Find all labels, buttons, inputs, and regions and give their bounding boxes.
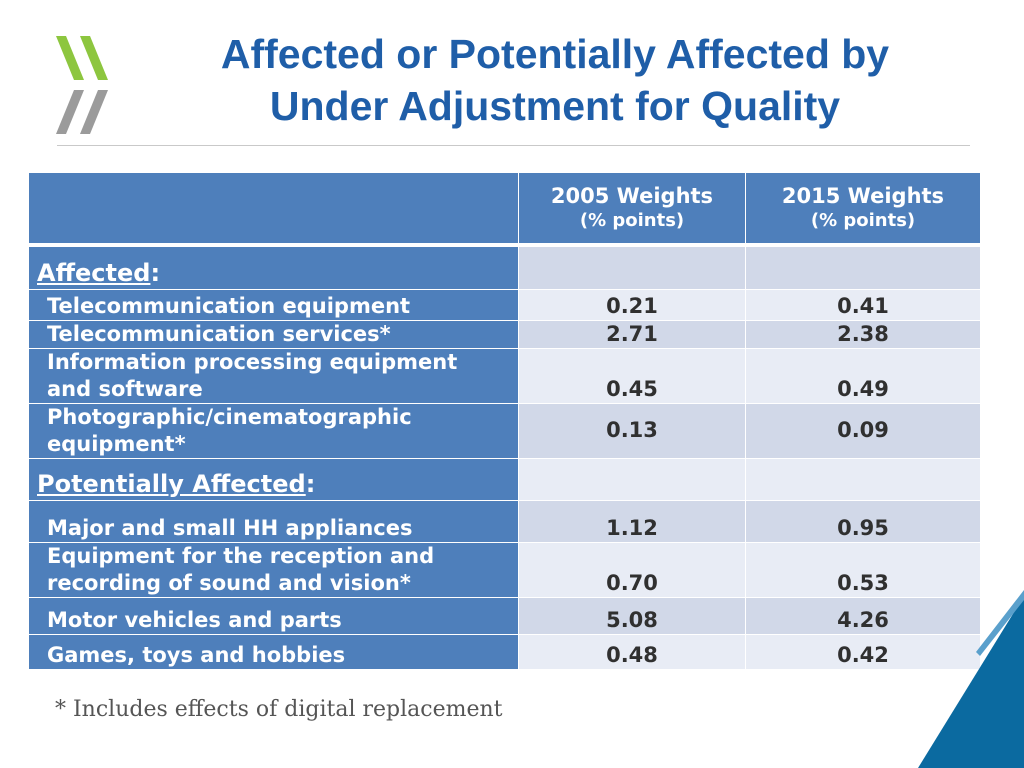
empty-cell: [518, 244, 746, 290]
row-label: Telecommunication equipment: [28, 288, 519, 321]
row-label-line-2: and software: [47, 376, 203, 401]
row-label-line-1: Information processing equipment: [47, 349, 458, 374]
value-2005: 2.71: [518, 319, 746, 349]
weights-table: 2005 Weights (% points) 2015 Weights (% …: [28, 172, 981, 670]
row-label-line-2: equipment*: [47, 431, 186, 456]
row-label: Motor vehicles and parts: [28, 596, 519, 635]
header-2015-label: 2015 Weights: [781, 184, 945, 208]
table-row: Telecommunication services* 2.71 2.38: [28, 319, 981, 349]
logo-gray-chevron: [56, 90, 84, 134]
section-colon: :: [305, 469, 316, 498]
row-label: Photographic/cinematographic equipment*: [28, 402, 519, 459]
table-row: Photographic/cinematographic equipment* …: [28, 402, 981, 459]
value-2005: 0.21: [518, 288, 746, 321]
value-2015: 0.49: [745, 347, 981, 404]
logo-green-chevron-2: [80, 36, 108, 80]
row-label: Telecommunication services*: [28, 319, 519, 349]
empty-cell: [745, 457, 981, 501]
section-colon: :: [150, 258, 161, 287]
table-row: Games, toys and hobbies 0.48 0.42: [28, 633, 981, 670]
row-label-line-2: recording of sound and vision*: [47, 570, 411, 595]
value-2005: 5.08: [518, 596, 746, 635]
title-line-1: Affected or Potentially Affected by: [220, 31, 890, 77]
title-divider: [57, 145, 970, 146]
table-row: Major and small HH appliances 1.12 0.95: [28, 499, 981, 543]
section-row-potentially-affected: Potentially Affected:: [28, 457, 981, 501]
row-label-line-1: Photographic/cinematographic: [47, 404, 412, 429]
table-row: Equipment for the reception and recordin…: [28, 541, 981, 598]
empty-cell: [745, 244, 981, 290]
row-label-line-1: Equipment for the reception and: [47, 543, 435, 568]
header-2005: 2005 Weights (% points): [518, 172, 746, 247]
header-2005-unit: (% points): [579, 210, 685, 231]
row-label: Games, toys and hobbies: [28, 633, 519, 670]
value-2015: 2.38: [745, 319, 981, 349]
corner-decoration: [918, 590, 1024, 768]
row-label: Information processing equipment and sof…: [28, 347, 519, 404]
value-2015: 4.26: [745, 596, 981, 635]
header-empty-cell: [28, 172, 519, 247]
value-2015: 0.53: [745, 541, 981, 598]
section-heading-potentially-affected: Potentially Affected:: [28, 457, 519, 501]
section-heading-affected: Affected:: [28, 244, 519, 290]
value-2015: 0.41: [745, 288, 981, 321]
value-2015: 0.95: [745, 499, 981, 543]
table-row: Information processing equipment and sof…: [28, 347, 981, 404]
value-2005: 0.13: [518, 402, 746, 459]
value-2005: 0.70: [518, 541, 746, 598]
corner-dark-triangle: [918, 596, 1024, 768]
row-label: Equipment for the reception and recordin…: [28, 541, 519, 598]
oecd-logo: [56, 36, 108, 134]
section-heading-potentially-affected-text: Potentially Affected: [37, 469, 306, 498]
table-row: Motor vehicles and parts 5.08 4.26: [28, 596, 981, 635]
logo-gray-chevron-2: [80, 90, 108, 134]
value-2005: 0.45: [518, 347, 746, 404]
empty-cell: [518, 457, 746, 501]
section-row-affected: Affected:: [28, 244, 981, 290]
value-2015: 0.09: [745, 402, 981, 459]
value-2005: 1.12: [518, 499, 746, 543]
page-title: Affected or Potentially Affected by Unde…: [150, 28, 960, 132]
footnote: * Includes effects of digital replacemen…: [55, 697, 503, 722]
corner-light-band: [976, 590, 1024, 656]
header-2005-label: 2005 Weights: [550, 184, 714, 208]
table-row: Telecommunication equipment 0.21 0.41: [28, 288, 981, 321]
value-2015: 0.42: [745, 633, 981, 670]
title-line-2: Under Adjustment for Quality: [269, 83, 841, 129]
table-header-row: 2005 Weights (% points) 2015 Weights (% …: [28, 172, 981, 247]
row-label: Major and small HH appliances: [28, 499, 519, 543]
logo-green-chevron: [56, 36, 84, 80]
header-2015: 2015 Weights (% points): [745, 172, 981, 247]
section-heading-affected-text: Affected: [37, 258, 151, 287]
header-2015-unit: (% points): [810, 210, 916, 231]
value-2005: 0.48: [518, 633, 746, 670]
